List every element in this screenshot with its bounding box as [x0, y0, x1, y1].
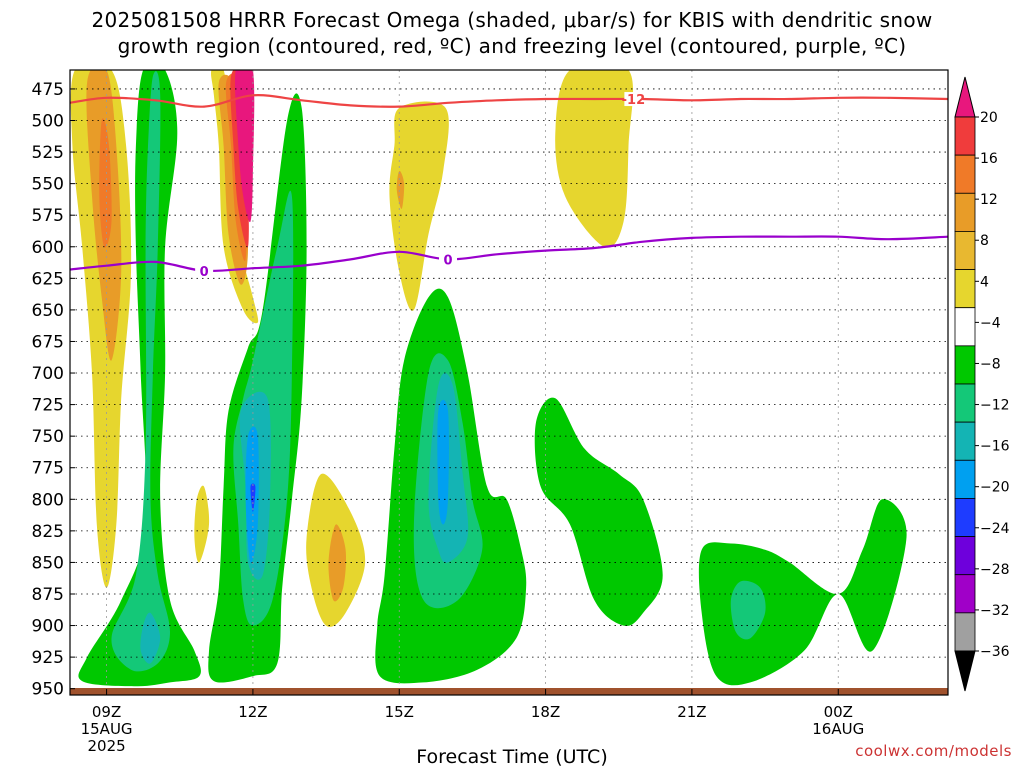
colorbar-bottom-arrow	[954, 650, 976, 692]
temperature-contours: -12 0 0	[70, 92, 948, 280]
omega-region-5	[140, 612, 161, 664]
omega-region-11	[389, 101, 449, 311]
y-axis-ticks: 475 500 525 550 575 600 625 650 675 700 725 750 775 8…	[32, 80, 75, 700]
y-tick-label: 850	[32, 553, 64, 573]
omega-region-26	[534, 397, 663, 627]
colorbar-bin	[954, 459, 976, 499]
colorbar-label: 4	[980, 274, 989, 290]
chart-title-line1: 2025081508 HRRR Forecast Omega (shaded, …	[91, 8, 933, 32]
colorbar-bin	[954, 231, 976, 270]
x-axis-label: Forecast Time (UTC)	[416, 746, 608, 768]
omega-region-4	[111, 71, 170, 672]
x-tick-label: 12Z	[238, 703, 267, 721]
x-tick-label: 15Z	[385, 703, 414, 721]
y-tick-label: 650	[32, 301, 64, 321]
colorbar-label: −8	[980, 356, 1001, 372]
colorbar-bin	[954, 116, 976, 156]
contour-label: -12	[622, 93, 646, 108]
omega-region-28	[730, 580, 766, 640]
omega-region-13	[555, 70, 634, 248]
colorbar-label: 16	[980, 151, 998, 167]
x-tick-label: 09Z	[92, 703, 121, 721]
contour-label: 0	[444, 253, 453, 268]
omega-region-10	[235, 70, 255, 223]
colorbar-bin	[954, 612, 976, 652]
colorbar-label: 20	[980, 110, 998, 126]
y-tick-label: 550	[32, 175, 64, 195]
colorbar-label: −16	[980, 439, 1010, 455]
y-tick-label: 925	[32, 648, 64, 668]
y-tick-label: 625	[32, 269, 64, 289]
colorbar-top-arrow	[954, 76, 976, 118]
x-tick-label: 00Z	[824, 703, 853, 721]
y-tick-label: 575	[32, 206, 64, 226]
chart-title-line2: growth region (contoured, red, ºC) and f…	[117, 34, 907, 58]
colorbar-label: −24	[980, 521, 1010, 537]
y-tick-label: 475	[32, 80, 64, 100]
omega-region-16	[328, 524, 347, 602]
y-tick-label: 500	[32, 112, 64, 132]
colorbar-label: 8	[980, 233, 989, 249]
x-tick-date: 16AUG	[812, 720, 864, 738]
y-tick-label: 900	[32, 617, 64, 637]
y-tick-label: 525	[32, 143, 64, 163]
omega-shading	[70, 70, 907, 687]
y-tick-label: 875	[32, 585, 64, 605]
y-tick-label: 950	[32, 680, 64, 700]
omega-region-12	[396, 170, 405, 209]
colorbar-label: −36	[980, 644, 1010, 660]
y-tick-label: 725	[32, 396, 64, 416]
contour-label-bg	[195, 263, 214, 278]
colorbar-label: 12	[980, 192, 998, 208]
contour-label-bg	[439, 252, 458, 267]
colorbar: 20 16 12 8 4 −4 −8 −12 −16 −20 −24 −28 −32 −36	[954, 76, 1010, 692]
y-tick-label: 775	[32, 459, 64, 479]
ground-strip	[70, 688, 948, 695]
colorbar-bin	[954, 574, 976, 614]
colorbar-label: −4	[980, 315, 1001, 331]
y-tick-label: 700	[32, 364, 64, 384]
x-tick-year: 2025	[87, 737, 125, 755]
plot-frame	[69, 69, 949, 696]
x-tick-date: 15AUG	[81, 720, 133, 738]
colorbar-bin	[954, 269, 976, 309]
colorbar-bin	[954, 498, 976, 537]
contour-line-dgz	[70, 94, 948, 108]
omega-region-14	[194, 485, 210, 563]
y-tick-label: 675	[32, 332, 64, 352]
x-tick-label: 21Z	[677, 703, 706, 721]
contour-label-bg	[624, 92, 643, 107]
omega-region-27	[698, 499, 907, 686]
contour-label: 0	[200, 265, 209, 280]
credit-link[interactable]: coolwx.com/models	[855, 742, 1012, 760]
y-tick-label: 800	[32, 490, 64, 510]
colorbar-bin	[954, 536, 976, 576]
colorbar-label: −32	[980, 603, 1010, 619]
grid-lines	[70, 70, 948, 695]
colorbar-bin	[954, 192, 976, 232]
omega-region-25	[437, 399, 449, 525]
y-tick-label: 825	[32, 522, 64, 542]
y-tick-label: 750	[32, 427, 64, 447]
y-tick-label: 600	[32, 238, 64, 258]
colorbar-bin	[954, 307, 976, 347]
colorbar-label: −12	[980, 398, 1010, 414]
colorbar-label: −28	[980, 562, 1010, 578]
colorbar-bin	[954, 345, 976, 385]
colorbar-bin	[954, 154, 976, 194]
colorbar-bin	[954, 421, 976, 461]
colorbar-label: −20	[980, 480, 1010, 496]
x-tick-label: 18Z	[531, 703, 560, 721]
colorbar-bin	[954, 383, 976, 423]
